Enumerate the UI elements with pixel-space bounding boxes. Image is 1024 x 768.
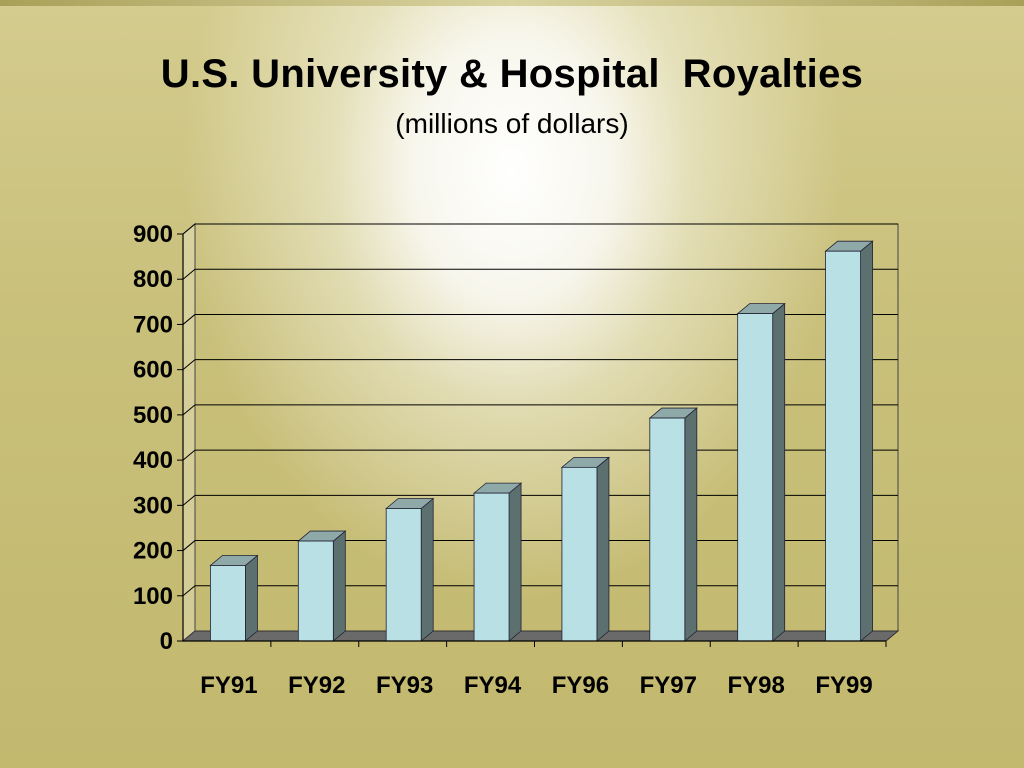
x-tick-label: FY97 [640,672,697,699]
floor-plane [181,630,900,642]
bars [209,240,874,642]
bar-side [596,456,610,642]
y-tick-label: 900 [133,221,173,248]
x-tick-label: FY99 [815,672,872,699]
gridline-side [182,494,196,506]
gridline-side [182,449,196,461]
gridline-side [182,359,196,371]
chart-title: U.S. University & Hospital Royalties [160,52,864,96]
bar-side [508,482,522,642]
plot-walls [182,222,899,643]
gridline-side [182,314,196,325]
chart-floor [181,630,900,642]
y-tick-labels: 0 100 200 300 400 500 600 700 800 900 [133,221,173,655]
bar-side [860,240,873,642]
y-tick-label: 800 [133,266,173,293]
y-tick-label: 500 [133,402,173,429]
x-tick-label: FY92 [288,672,345,699]
y-tick-label: 600 [133,357,173,384]
bar-fy92 [297,530,347,642]
y-tick-label: 200 [133,538,173,565]
bar-fy91 [209,554,259,642]
y-tick-label: 300 [133,492,173,519]
x-tick-labels: FY91 FY92 FY93 FY94 FY96 FY97 FY98 FY99 [200,672,873,699]
side-wall [182,222,196,643]
gridlines [182,223,898,597]
bar-fy98 [736,302,786,642]
gridline-side [182,268,196,280]
bar-fy96 [560,456,611,642]
bar [210,565,246,642]
gridline-side [182,404,196,416]
gridline-side [182,223,196,235]
bar [473,492,510,642]
bar-fy94 [472,482,523,642]
x-tick-label: FY91 [200,672,257,699]
bar-side [772,302,786,642]
bar [561,466,598,642]
bar [297,540,334,642]
y-tick-label: 400 [133,447,173,474]
y-tick-label: 700 [133,311,173,338]
chart-subtitle: (millions of dollars) [395,108,629,139]
bar-fy93 [385,497,435,642]
y-axis [177,233,887,647]
bar [737,313,774,642]
x-tick-label: FY98 [728,672,785,699]
y-tick-label: 100 [133,583,173,610]
bar-side [332,530,346,642]
bar [385,508,422,642]
top-decorative-strip [0,0,1024,6]
bar-side [420,497,434,642]
gridline-side [182,585,196,597]
x-tick-label: FY93 [376,672,433,699]
bar [825,250,861,642]
bar-fy99 [824,240,874,642]
bar [649,417,686,642]
bar-side [245,554,258,642]
gridline-side [182,540,196,551]
bar-side [684,407,698,642]
y-tick-label: 0 [160,628,173,655]
x-tick-label: FY94 [464,672,522,699]
bar-fy97 [648,407,698,642]
x-tick-label: FY96 [552,672,609,699]
